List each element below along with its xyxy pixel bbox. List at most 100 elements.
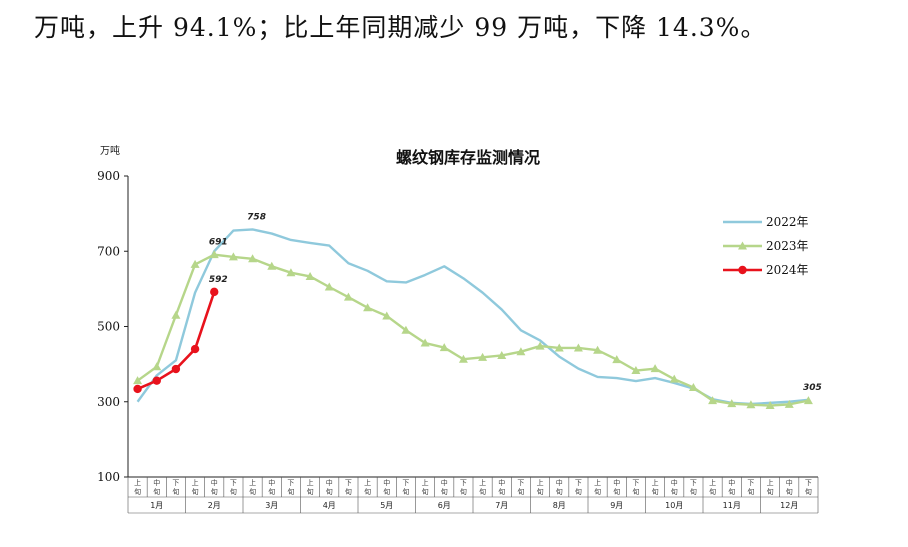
- x-tick-label: 上旬: [479, 478, 486, 496]
- data-label: 305: [803, 383, 822, 393]
- x-tick-label: 下旬: [172, 479, 179, 496]
- x-tick-label: 中旬: [211, 478, 218, 496]
- data-point: [152, 376, 161, 385]
- x-tick-label: 下旬: [230, 479, 237, 496]
- x-tick-label: 上旬: [134, 478, 141, 496]
- data-point: [746, 400, 756, 409]
- x-tick-label: 中旬: [671, 478, 678, 496]
- month-label: 4月: [323, 501, 336, 510]
- data-point: [343, 292, 353, 301]
- x-tick-label: 中旬: [786, 478, 793, 496]
- x-tick-label: 中旬: [441, 478, 448, 496]
- x-tick-label: 上旬: [652, 478, 659, 496]
- data-point: [209, 250, 219, 259]
- chart-series: 758 305 691 592: [133, 212, 822, 410]
- x-tick-label: 下旬: [287, 479, 294, 496]
- x-tick-label: 下旬: [747, 479, 754, 496]
- month-label: 8月: [553, 501, 566, 510]
- y-tick-label: 900: [97, 169, 120, 183]
- x-tick-label: 下旬: [517, 479, 524, 496]
- x-tick-label: 中旬: [556, 478, 563, 496]
- data-label: 758: [247, 212, 266, 222]
- data-point: [401, 325, 411, 334]
- y-tick-label: 300: [97, 395, 120, 409]
- legend-label: 2023年: [766, 239, 809, 253]
- data-point: [554, 343, 564, 352]
- x-tick-label: 下旬: [575, 479, 582, 496]
- month-label: 11月: [723, 501, 741, 510]
- data-point: [248, 254, 258, 263]
- x-tick-label: 中旬: [498, 478, 505, 496]
- data-point: [688, 382, 698, 391]
- data-point: [708, 396, 718, 405]
- data-point: [171, 310, 181, 319]
- x-tick-label: 上旬: [364, 478, 371, 496]
- data-point: [363, 303, 373, 312]
- y-tick-label: 500: [97, 320, 120, 334]
- x-tick-label: 中旬: [326, 478, 333, 496]
- data-point: [305, 271, 315, 280]
- x-tick-label: 上旬: [767, 478, 774, 496]
- x-tick-label: 中旬: [383, 478, 390, 496]
- x-tick-label: 下旬: [460, 479, 467, 496]
- legend-label: 2022年: [766, 215, 809, 229]
- x-tick-label: 中旬: [613, 478, 620, 496]
- data-point: [439, 343, 449, 352]
- x-tick-label: 上旬: [249, 478, 256, 496]
- month-label: 10月: [665, 501, 683, 510]
- data-point: [727, 399, 737, 408]
- month-label: 5月: [380, 501, 393, 510]
- month-label: 9月: [610, 501, 623, 510]
- legend-marker: [738, 265, 747, 275]
- data-point: [324, 282, 334, 291]
- data-point: [228, 252, 238, 261]
- series-line-2023年: [136, 253, 809, 407]
- data-point: [497, 350, 507, 359]
- intro-text: 万吨，上升 94.1%；比上年同期减少 99 万吨，下降 14.3%。: [34, 13, 767, 42]
- legend-marker: [738, 241, 747, 250]
- data-point: [478, 352, 488, 361]
- data-point: [133, 376, 143, 385]
- data-point: [593, 345, 603, 354]
- x-tick-label: 下旬: [632, 479, 639, 496]
- data-point: [420, 338, 430, 347]
- x-tick-label: 下旬: [345, 479, 352, 496]
- data-label: 691: [209, 238, 228, 248]
- data-point: [171, 364, 181, 374]
- data-point: [573, 343, 583, 352]
- month-label: 3月: [265, 501, 278, 510]
- data-point: [631, 366, 641, 375]
- data-point: [765, 401, 775, 410]
- x-tick-label: 上旬: [537, 478, 544, 496]
- series-line-2024年: [137, 291, 216, 391]
- y-axis-unit: 万吨: [100, 144, 120, 157]
- month-label: 12月: [780, 501, 798, 510]
- x-tick-label: 上旬: [422, 478, 429, 496]
- x-tick-label: 下旬: [805, 479, 812, 496]
- data-point: [535, 341, 545, 350]
- data-point: [190, 259, 200, 268]
- data-point: [210, 287, 219, 297]
- x-tick-label: 上旬: [594, 478, 601, 496]
- data-point: [803, 396, 813, 405]
- chart-legend: 2022年 2023年 2024年: [723, 215, 809, 277]
- x-tick-label: 上旬: [307, 478, 314, 496]
- x-tick-label: 下旬: [690, 479, 697, 496]
- data-point: [382, 311, 392, 320]
- data-point: [516, 347, 526, 356]
- x-tick-label: 上旬: [709, 478, 716, 496]
- series-line-2022年: [136, 228, 809, 406]
- data-point: [650, 364, 660, 373]
- data-point: [286, 268, 296, 277]
- month-label: 2月: [208, 501, 221, 510]
- x-tick-label: 中旬: [153, 478, 160, 496]
- month-label: 7月: [495, 501, 508, 510]
- legend-label: 2024年: [766, 263, 809, 277]
- x-tick-label: 下旬: [402, 479, 409, 496]
- month-label: 6月: [438, 501, 451, 510]
- chart-title: 螺纹钢库存监测情况: [396, 148, 540, 167]
- data-point: [133, 384, 142, 394]
- x-tick-label: 中旬: [728, 478, 735, 496]
- x-tick-label: 中旬: [268, 478, 275, 496]
